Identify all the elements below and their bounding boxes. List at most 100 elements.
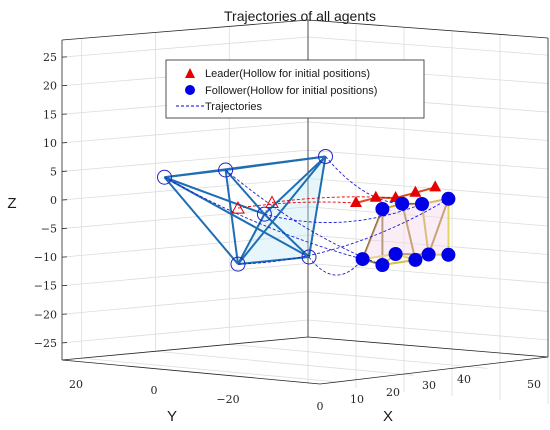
z-tick-label: 25 [43, 51, 57, 64]
legend-trajectory-label: Trajectories [205, 101, 263, 113]
axes-edge [307, 336, 549, 358]
follower-final-marker [415, 197, 429, 211]
initial-formation-edge [224, 169, 239, 265]
axes-edge [319, 356, 549, 385]
legend-box [165, 59, 425, 119]
final-formation-edge [427, 198, 450, 255]
z-tick-label: −20 [34, 308, 57, 321]
follower-initial-marker [301, 249, 317, 265]
z-tick-label: −15 [34, 280, 57, 293]
legend-follower-marker [185, 85, 195, 95]
z-grid-line-left [61, 36, 309, 58]
follower-final-marker [441, 247, 456, 262]
z-tick-label: 5 [50, 165, 57, 178]
markers-layer [157, 148, 456, 272]
legend-leader-marker [185, 68, 195, 78]
z-grid-line-right [307, 263, 549, 284]
follower-initial-marker [218, 162, 234, 178]
formation-layer [163, 155, 450, 266]
z-grid-line-left [61, 234, 309, 258]
z-grid-line-right [307, 291, 549, 312]
axes-box [61, 19, 549, 385]
y-grid-line-floor [229, 343, 488, 369]
follower-trajectory [308, 256, 363, 276]
z-grid-line-right [307, 206, 549, 227]
initial-formation-edge [237, 213, 266, 265]
follower-final-marker [421, 247, 436, 262]
axes-edge [307, 19, 549, 39]
follower-initial-marker [157, 169, 172, 185]
follower-initial-marker [256, 206, 272, 222]
follower-final-marker [408, 252, 423, 267]
z-grid-line-left [61, 319, 309, 344]
y-axis-label: Y [167, 408, 177, 425]
z-tick-label: 15 [43, 108, 57, 121]
z-grid-line-left [61, 121, 309, 144]
z-tick-labels: 25 20 15 10 5 0 −5 −10 −15 −20 −25 [34, 51, 68, 350]
follower-trajectory [225, 169, 383, 266]
x-tick-label: 10 [350, 393, 364, 406]
initial-formation-edge [237, 256, 310, 266]
chart-title: Trajectories of all agents [224, 8, 376, 24]
y-grid-line-floor [81, 357, 340, 383]
legend-follower-label: Follower(Hollow for initial positions) [205, 85, 377, 97]
x-tick-label: 20 [386, 386, 400, 399]
legend: Leader(Hollow for initial positions) Fol… [165, 59, 425, 119]
y-tick-label: 20 [69, 378, 83, 391]
leader-initial-marker [231, 201, 245, 214]
z-grid-line-right [307, 319, 549, 341]
final-formation-edge [421, 203, 430, 255]
z-grid-line-left [61, 149, 309, 172]
z-tick-label: 0 [50, 194, 57, 207]
follower-initial-marker [230, 256, 246, 272]
x-axis-label: X [383, 408, 393, 425]
follower-trajectory [164, 176, 363, 260]
y-tick-labels: 20 0 −20 [69, 378, 240, 406]
x-tick-label: 50 [527, 378, 541, 391]
y-tick-label: 0 [151, 384, 158, 397]
y-grid-line-floor [155, 350, 414, 376]
initial-formation-edge [237, 155, 327, 265]
x-tick-label: 30 [422, 379, 436, 392]
y-tick-label: −20 [216, 393, 239, 406]
initial-formation-edge [308, 156, 327, 258]
z-grid-line-left [61, 291, 309, 315]
leader-final-marker [350, 196, 362, 207]
follower-final-marker [388, 247, 403, 261]
leader-initial-marker [265, 195, 279, 208]
initial-formation-edge [263, 213, 310, 258]
initial-formation-edge [224, 169, 266, 215]
z-tick-label: 10 [43, 137, 57, 150]
leader-final-marker [409, 185, 422, 197]
z-tick-label: −5 [41, 223, 57, 236]
follower-initial-marker [318, 148, 333, 164]
follower-trajectory [325, 156, 403, 205]
follower-final-marker [375, 258, 390, 272]
leader-trajectory [271, 196, 396, 203]
follower-trajectory [237, 198, 449, 265]
z-grid-line-right [307, 149, 549, 170]
z-grid-line-right [307, 178, 549, 198]
follower-final-marker [395, 196, 410, 211]
final-formation-edge [401, 203, 417, 261]
follower-final-marker [355, 252, 370, 267]
z-grid-line-left [61, 263, 309, 287]
initial-formation-edge [225, 155, 326, 171]
leader-final-marker [429, 180, 442, 192]
initial-formation-edge [263, 155, 327, 215]
follower-final-marker [375, 202, 390, 216]
z-tick-label: 20 [43, 80, 57, 93]
legend-leader-label: Leader(Hollow for initial positions) [205, 68, 370, 80]
leader-trajectory [237, 201, 357, 209]
initial-formation-edge [164, 176, 265, 216]
axes-edge [61, 359, 321, 385]
x-tick-labels: 0 10 20 30 40 50 [317, 373, 542, 413]
z-grid-line-right [307, 121, 549, 141]
x-tick-label: 40 [457, 373, 471, 386]
z-axis-label: Z [7, 195, 16, 212]
z-grid-line-right [307, 36, 549, 56]
initial-formation-edge [163, 176, 239, 265]
z-tick-label: −25 [34, 337, 57, 350]
